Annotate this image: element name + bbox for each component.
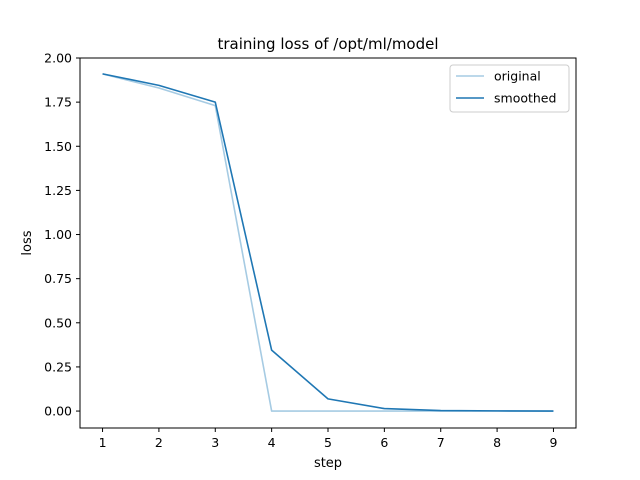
series-line-smoothed xyxy=(102,73,554,412)
y-tick-label: 1.00 xyxy=(44,227,72,242)
y-tick-label: 1.75 xyxy=(44,95,72,110)
x-axis: 1 2 3 4 5 6 7 8 9 xyxy=(99,428,557,450)
x-tick-label: 1 xyxy=(99,435,107,450)
y-tick-label: 1.50 xyxy=(44,139,72,154)
legend-label-smoothed: smoothed xyxy=(494,91,556,106)
y-tick-label: 0.75 xyxy=(44,271,72,286)
y-tick-label: 1.25 xyxy=(44,183,72,198)
x-tick-label: 2 xyxy=(155,435,163,450)
x-tick-label: 8 xyxy=(493,435,501,450)
x-axis-label: step xyxy=(314,456,342,471)
x-tick-label: 7 xyxy=(437,435,445,450)
x-tick-label: 9 xyxy=(549,435,557,450)
x-tick-label: 6 xyxy=(380,435,388,450)
x-tick-label: 3 xyxy=(211,435,219,450)
plot-area xyxy=(102,73,554,412)
y-tick-label: 0.00 xyxy=(44,404,72,419)
y-axis-label: loss xyxy=(20,230,35,255)
x-tick-label: 5 xyxy=(324,435,332,450)
y-tick-label: 0.50 xyxy=(44,315,72,330)
x-tick-label: 4 xyxy=(268,435,276,450)
chart-title: training loss of /opt/ml/model xyxy=(217,35,438,53)
y-axis: 0.00 0.25 0.50 0.75 1.00 1.25 1.50 1.75 2.00 xyxy=(44,51,80,419)
legend: original smoothed xyxy=(449,64,570,113)
y-tick-label: 0.25 xyxy=(44,359,72,374)
legend-label-original: original xyxy=(494,69,541,84)
y-tick-label: 2.00 xyxy=(44,51,72,66)
